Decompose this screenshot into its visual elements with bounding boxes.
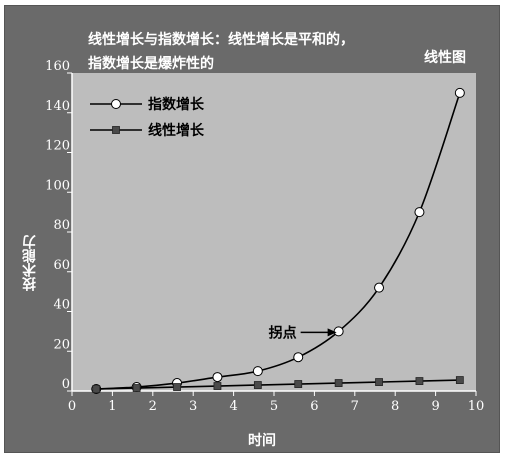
y-tick-label: 100 — [45, 178, 70, 193]
data-point — [455, 376, 464, 384]
data-point — [213, 382, 222, 390]
legend-marker — [112, 126, 120, 134]
plot-area — [72, 73, 476, 391]
x-tick-label: 3 — [189, 399, 197, 414]
series-line — [96, 379, 460, 390]
x-axis-title: 时间 — [248, 433, 276, 449]
y-tick-label: 0 — [62, 377, 70, 392]
y-tick-label: 20 — [53, 337, 70, 352]
data-point — [415, 377, 424, 385]
data-point — [293, 352, 304, 363]
y-tick-label: 60 — [53, 258, 70, 273]
legend-label: 线性增长 — [148, 122, 205, 139]
x-tick-label: 2 — [149, 399, 157, 414]
legend-marker — [111, 99, 121, 109]
data-point — [252, 366, 263, 377]
series-2 — [92, 376, 464, 393]
data-point — [334, 379, 343, 387]
x-tick-label: 0 — [68, 399, 76, 414]
data-point — [132, 384, 141, 392]
data-point — [375, 378, 383, 386]
x-tick-label: 5 — [270, 399, 278, 414]
chart-title-line-1: 线性增长与指数增长：线性增长是平和的， — [88, 32, 354, 48]
y-axis: 0 20 40 60 80 100 120 140 160 — [45, 59, 73, 392]
x-tick-label: 9 — [431, 399, 439, 414]
y-tick-label: 80 — [53, 218, 70, 233]
chart-title: 线性增长与指数增长：线性增长是平和的， 指数增长是爆炸性的 — [88, 28, 408, 76]
data-point — [173, 383, 181, 391]
data-point — [92, 385, 101, 393]
annotation-arrow-head — [327, 328, 337, 337]
data-point — [414, 207, 425, 218]
x-tick-label: 8 — [391, 399, 399, 414]
data-point — [294, 380, 303, 388]
y-tick-label: 140 — [45, 99, 70, 114]
x-tick-label: 7 — [351, 399, 359, 414]
data-point — [374, 282, 385, 293]
chart-title-line-2: 指数增长是爆炸性的 — [88, 56, 214, 72]
y-tick-label: 40 — [53, 298, 70, 313]
annotation-label: 拐点 — [269, 324, 297, 341]
x-tick-label: 10 — [468, 399, 485, 414]
y-axis-title: 技术能力 — [22, 235, 38, 291]
y-tick-label: 120 — [45, 139, 70, 154]
legend-label: 指数增长 — [148, 96, 205, 113]
x-axis: 0 1 2 3 4 5 6 7 8 9 10 — [68, 390, 485, 414]
data-point — [333, 326, 344, 337]
data-point — [454, 87, 465, 98]
inflection-annotation: 拐点 — [269, 324, 337, 341]
data-point — [253, 381, 262, 389]
data-point — [212, 372, 223, 383]
x-tick-label: 4 — [229, 399, 237, 414]
chart-tag-label: 线性图 — [424, 50, 466, 66]
series-line — [96, 92, 461, 390]
y-tick-label: 160 — [45, 59, 70, 74]
x-tick-label: 1 — [108, 399, 116, 414]
x-tick-label: 6 — [310, 399, 318, 414]
series-layer — [91, 87, 465, 395]
